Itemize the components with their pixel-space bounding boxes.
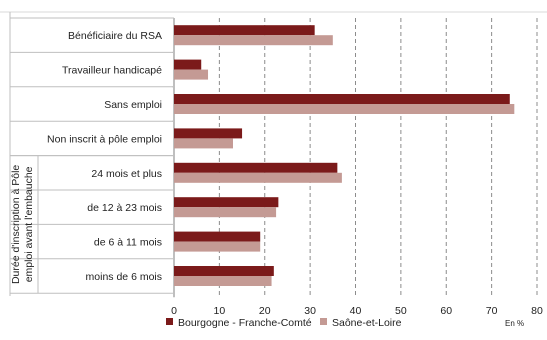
category-label: Sans emploi	[104, 99, 162, 111]
gridlines	[10, 17, 538, 298]
x-tick-label: 30	[304, 305, 316, 317]
group-label-line: Durée d'inscription à Pôle	[10, 165, 22, 284]
unit-label: En %	[505, 319, 524, 328]
bar-saone	[174, 104, 515, 114]
category-label: Travailleur handicapé	[62, 65, 162, 77]
bar-bourgogne	[174, 197, 279, 208]
x-tick-labels: 0 10 20 30 40 50 60 70 80	[171, 305, 543, 317]
x-tick-label: 0	[171, 305, 177, 317]
group-label-line: emploi avant l'embauche	[23, 166, 35, 282]
bar-saone	[174, 35, 333, 46]
x-tick-label: 60	[440, 305, 452, 317]
legend-label-saone: Saône-et-Loire	[332, 317, 402, 329]
bars	[174, 25, 515, 286]
category-label: de 12 à 23 mois	[87, 202, 162, 214]
legend: Bourgogne - Franche-Comté Saône-et-Loire E…	[166, 317, 524, 329]
bar-bourgogne	[174, 266, 274, 276]
bar-saone	[174, 172, 342, 183]
x-tick-label: 70	[486, 305, 498, 317]
category-label: Non inscrit à pôle emploi	[47, 133, 162, 145]
bar-bourgogne	[174, 162, 338, 173]
category-label: moins de 6 mois	[86, 271, 162, 283]
x-tick-label: 80	[531, 305, 543, 317]
group-label: Durée d'inscription à Pôle emploi avant l…	[10, 165, 35, 284]
bar-saone	[174, 138, 233, 149]
bar-bourgogne	[174, 128, 243, 139]
x-tick-label: 50	[395, 305, 407, 317]
bar-saone	[174, 69, 209, 80]
category-label: Bénéficiaire du RSA	[68, 30, 162, 42]
bar-saone	[174, 241, 261, 252]
category-labels: Bénéficiaire du RSA Travailleur handicapé…	[47, 30, 162, 283]
bar-bourgogne	[174, 59, 202, 70]
legend-label-bourgogne: Bourgogne - Franche-Comté	[178, 317, 312, 329]
chart-outline	[0, 11, 547, 296]
category-label: 24 mois et plus	[91, 168, 162, 180]
legend-swatch-bourgogne	[166, 318, 173, 325]
category-label: de 6 à 11 mois	[94, 237, 162, 249]
legend-swatch-saone	[320, 318, 327, 325]
x-tick-label: 20	[259, 305, 271, 317]
bar-saone	[174, 207, 277, 218]
bar-saone	[174, 276, 272, 286]
bar-bourgogne	[174, 231, 261, 242]
bar-bourgogne	[174, 25, 315, 36]
bar-bourgogne	[174, 94, 510, 104]
x-tick-label: 10	[214, 305, 226, 317]
x-tick-label: 40	[350, 305, 362, 317]
